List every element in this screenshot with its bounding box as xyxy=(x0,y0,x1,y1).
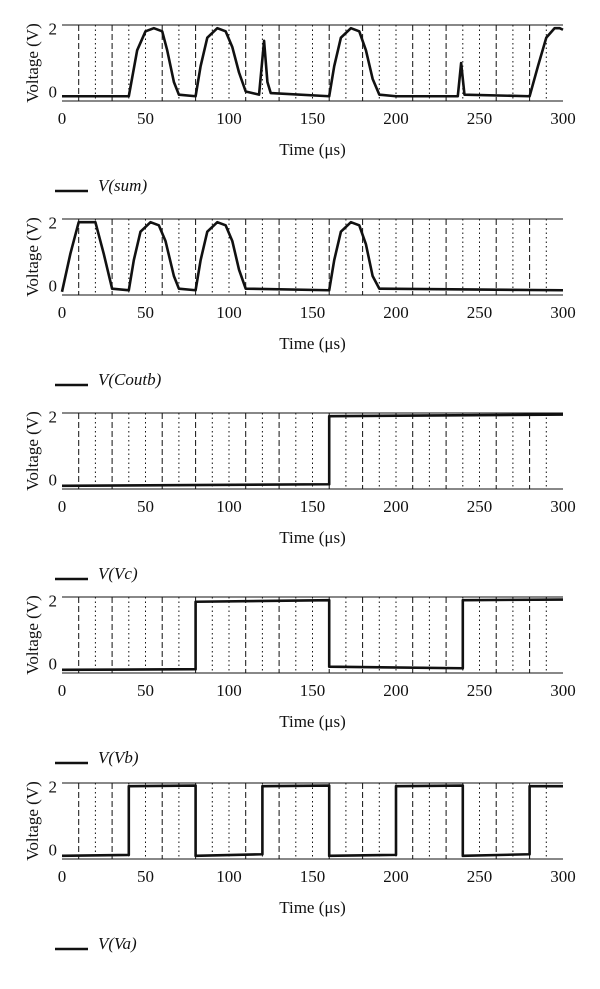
y-tick-label: 0 xyxy=(49,277,58,296)
y-axis-label: Voltage (V) xyxy=(23,595,42,674)
x-tick-label: 150 xyxy=(300,109,326,128)
legend-label: V(Va) xyxy=(98,934,137,953)
x-tick-label: 200 xyxy=(383,497,409,516)
x-tick-label: 200 xyxy=(383,681,409,700)
x-axis-label: Time (μs) xyxy=(279,712,346,731)
x-tick-label: 250 xyxy=(467,681,493,700)
y-tick-label: 2 xyxy=(49,213,58,232)
x-tick-label: 250 xyxy=(467,497,493,516)
y-tick-label: 0 xyxy=(49,655,58,674)
x-tick-label: 50 xyxy=(137,109,154,128)
x-tick-label: 150 xyxy=(300,303,326,322)
y-axis-label: Voltage (V) xyxy=(23,23,42,102)
series-line xyxy=(62,26,564,98)
x-tick-label: 150 xyxy=(300,681,326,700)
series-line xyxy=(61,784,563,858)
x-tick-label: 0 xyxy=(58,681,67,700)
x-tick-label: 0 xyxy=(58,303,67,322)
x-tick-label: 200 xyxy=(383,109,409,128)
x-tick-label: 0 xyxy=(58,497,67,516)
x-tick-label: 50 xyxy=(137,681,154,700)
x-axis-label: Time (μs) xyxy=(279,140,346,159)
x-tick-label: 100 xyxy=(216,497,242,516)
y-tick-label: 2 xyxy=(49,407,58,426)
y-tick-label: 0 xyxy=(49,471,58,490)
x-tick-label: 250 xyxy=(467,867,493,886)
x-tick-label: 0 xyxy=(58,109,67,128)
y-axis-label: Voltage (V) xyxy=(23,217,42,296)
x-tick-label: 50 xyxy=(137,497,154,516)
x-tick-label: 300 xyxy=(550,867,576,886)
x-tick-label: 100 xyxy=(216,109,242,128)
x-tick-label: 150 xyxy=(300,867,326,886)
y-tick-label: 2 xyxy=(49,19,58,38)
x-tick-label: 50 xyxy=(137,867,154,886)
x-tick-label: 100 xyxy=(216,303,242,322)
x-axis-label: Time (μs) xyxy=(279,528,346,547)
x-axis-label: Time (μs) xyxy=(279,898,346,917)
y-tick-label: 0 xyxy=(49,841,58,860)
y-axis-label: Voltage (V) xyxy=(23,411,42,490)
x-tick-label: 250 xyxy=(467,303,493,322)
legend-label: V(Vb) xyxy=(98,748,139,767)
y-tick-label: 2 xyxy=(49,591,58,610)
x-tick-label: 100 xyxy=(216,867,242,886)
legend-label: V(sum) xyxy=(98,176,147,195)
x-tick-label: 200 xyxy=(383,867,409,886)
legend-label: V(Vc) xyxy=(98,564,138,583)
x-tick-label: 0 xyxy=(58,867,67,886)
x-tick-label: 300 xyxy=(550,109,576,128)
x-tick-label: 250 xyxy=(467,109,493,128)
series-line xyxy=(61,598,564,672)
x-tick-label: 150 xyxy=(300,497,326,516)
x-tick-label: 50 xyxy=(137,303,154,322)
y-tick-label: 0 xyxy=(49,83,58,102)
legend-label: V(Coutb) xyxy=(98,370,162,389)
x-tick-label: 100 xyxy=(216,681,242,700)
y-tick-label: 2 xyxy=(49,777,58,796)
series-line xyxy=(60,220,564,293)
x-tick-label: 300 xyxy=(550,681,576,700)
x-axis-label: Time (μs) xyxy=(279,334,346,353)
x-tick-label: 200 xyxy=(383,303,409,322)
series-line xyxy=(61,413,564,488)
y-axis-label: Voltage (V) xyxy=(23,781,42,860)
x-tick-label: 300 xyxy=(550,303,576,322)
x-tick-label: 300 xyxy=(550,497,576,516)
